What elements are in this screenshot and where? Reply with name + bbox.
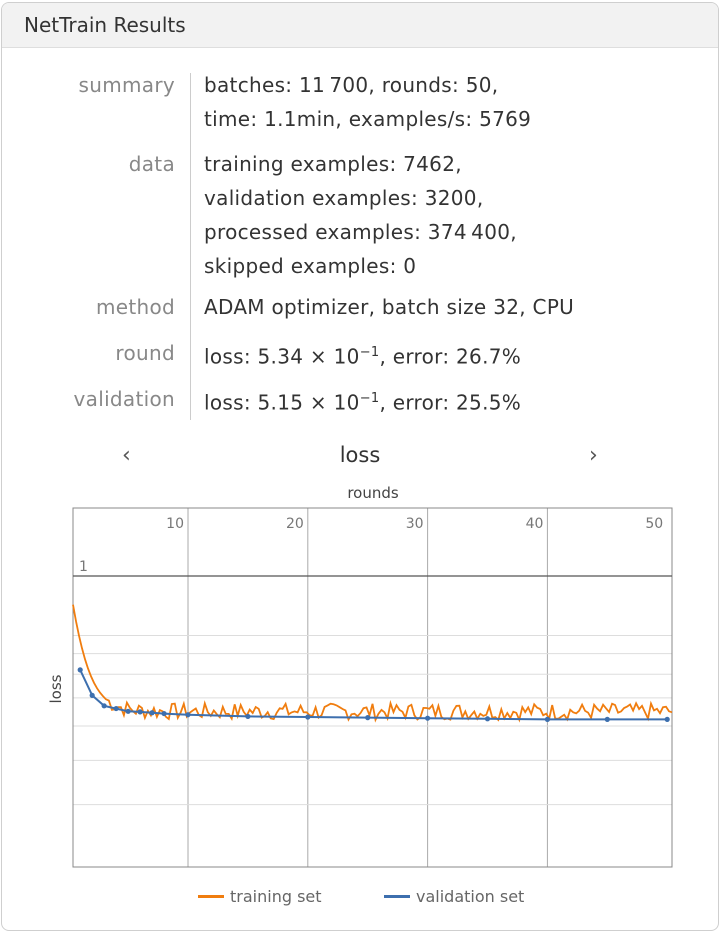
x-tick-label-50: 50 bbox=[645, 516, 663, 532]
y-axis-label: loss bbox=[47, 674, 65, 703]
validation-point bbox=[185, 712, 191, 718]
validation-point bbox=[125, 708, 131, 714]
legend-item-validation: validation set bbox=[384, 887, 524, 906]
legend-label-training: training set bbox=[230, 887, 322, 906]
validation-point bbox=[77, 667, 83, 673]
round-value: loss: 5.34 × 10−1, error: 26.7% bbox=[204, 336, 521, 374]
validation-point bbox=[544, 716, 551, 722]
training-set-line bbox=[72, 604, 673, 723]
x-tick-label-30: 30 bbox=[406, 516, 424, 532]
panel-title: NetTrain Results bbox=[24, 13, 186, 37]
plot-border bbox=[72, 507, 673, 868]
validation-loss-exponent: −1 bbox=[359, 391, 380, 406]
legend-swatch-training bbox=[198, 895, 224, 898]
validation-point bbox=[245, 713, 251, 720]
validation-point bbox=[425, 715, 431, 721]
loss-chart: rounds 10 20 30 40 50 1 loss bbox=[47, 484, 673, 868]
validation-loss-text: loss: 5.15 × 10 bbox=[204, 390, 360, 415]
round-label: round bbox=[115, 341, 175, 365]
validation-point bbox=[604, 716, 610, 722]
round-loss-text: loss: 5.34 × 10 bbox=[204, 344, 360, 369]
validation-point bbox=[484, 716, 491, 722]
data-line-3: processed examples: 374 400, bbox=[204, 220, 517, 244]
grid bbox=[73, 508, 672, 867]
chart-legend: training set validation set bbox=[2, 887, 718, 911]
summary-label: summary bbox=[78, 73, 175, 97]
next-plot-button[interactable]: › bbox=[589, 443, 598, 468]
data-line-1: training examples: 7462, bbox=[204, 152, 462, 176]
validation-point bbox=[664, 716, 670, 722]
data-label: data bbox=[128, 152, 175, 176]
legend-label-validation: validation set bbox=[416, 887, 525, 906]
previous-plot-button[interactable]: ‹ bbox=[122, 443, 131, 468]
validation-point bbox=[101, 703, 107, 709]
round-error-text: , error: 26.7% bbox=[379, 344, 522, 369]
validation-point bbox=[161, 710, 167, 717]
tick-labels: 10 20 30 40 50 1 bbox=[79, 516, 663, 575]
validation-point bbox=[113, 705, 119, 712]
round-loss-exponent: −1 bbox=[359, 345, 380, 360]
validation-label: validation bbox=[73, 387, 175, 411]
validation-point bbox=[305, 714, 311, 720]
plot-frame bbox=[72, 507, 673, 868]
x-tick-label-10: 10 bbox=[166, 516, 184, 532]
method-value: ADAM optimizer, batch size 32, CPU bbox=[204, 295, 575, 319]
summary-line-2: time: 1.1min, examples/s: 5769 bbox=[204, 107, 532, 131]
legend-item-training: training set bbox=[198, 887, 322, 906]
title-bar: NetTrain Results bbox=[2, 3, 718, 48]
plot-title: loss bbox=[339, 443, 381, 467]
data-line-4: skipped examples: 0 bbox=[204, 254, 417, 278]
y-tick-label-1: 1 bbox=[79, 559, 88, 575]
validation-point bbox=[137, 709, 143, 715]
plot-navigator: ‹ loss › bbox=[2, 441, 718, 473]
validation-error-text: , error: 25.5% bbox=[379, 390, 522, 415]
validation-point bbox=[365, 715, 371, 721]
x-axis-label: rounds bbox=[347, 484, 399, 502]
data-line-2: validation examples: 3200, bbox=[204, 186, 484, 210]
legend-swatch-validation bbox=[384, 895, 410, 898]
method-label: method bbox=[95, 295, 175, 319]
validation-point bbox=[149, 710, 155, 716]
x-tick-label-20: 20 bbox=[286, 516, 304, 532]
x-tick-label-40: 40 bbox=[526, 516, 544, 532]
series-layer bbox=[72, 604, 673, 723]
validation-value: loss: 5.15 × 10−1, error: 25.5% bbox=[204, 382, 521, 420]
summary-line-1: batches: 11 700, rounds: 50, bbox=[204, 73, 499, 97]
validation-point bbox=[89, 692, 95, 698]
stats-divider bbox=[190, 73, 191, 420]
